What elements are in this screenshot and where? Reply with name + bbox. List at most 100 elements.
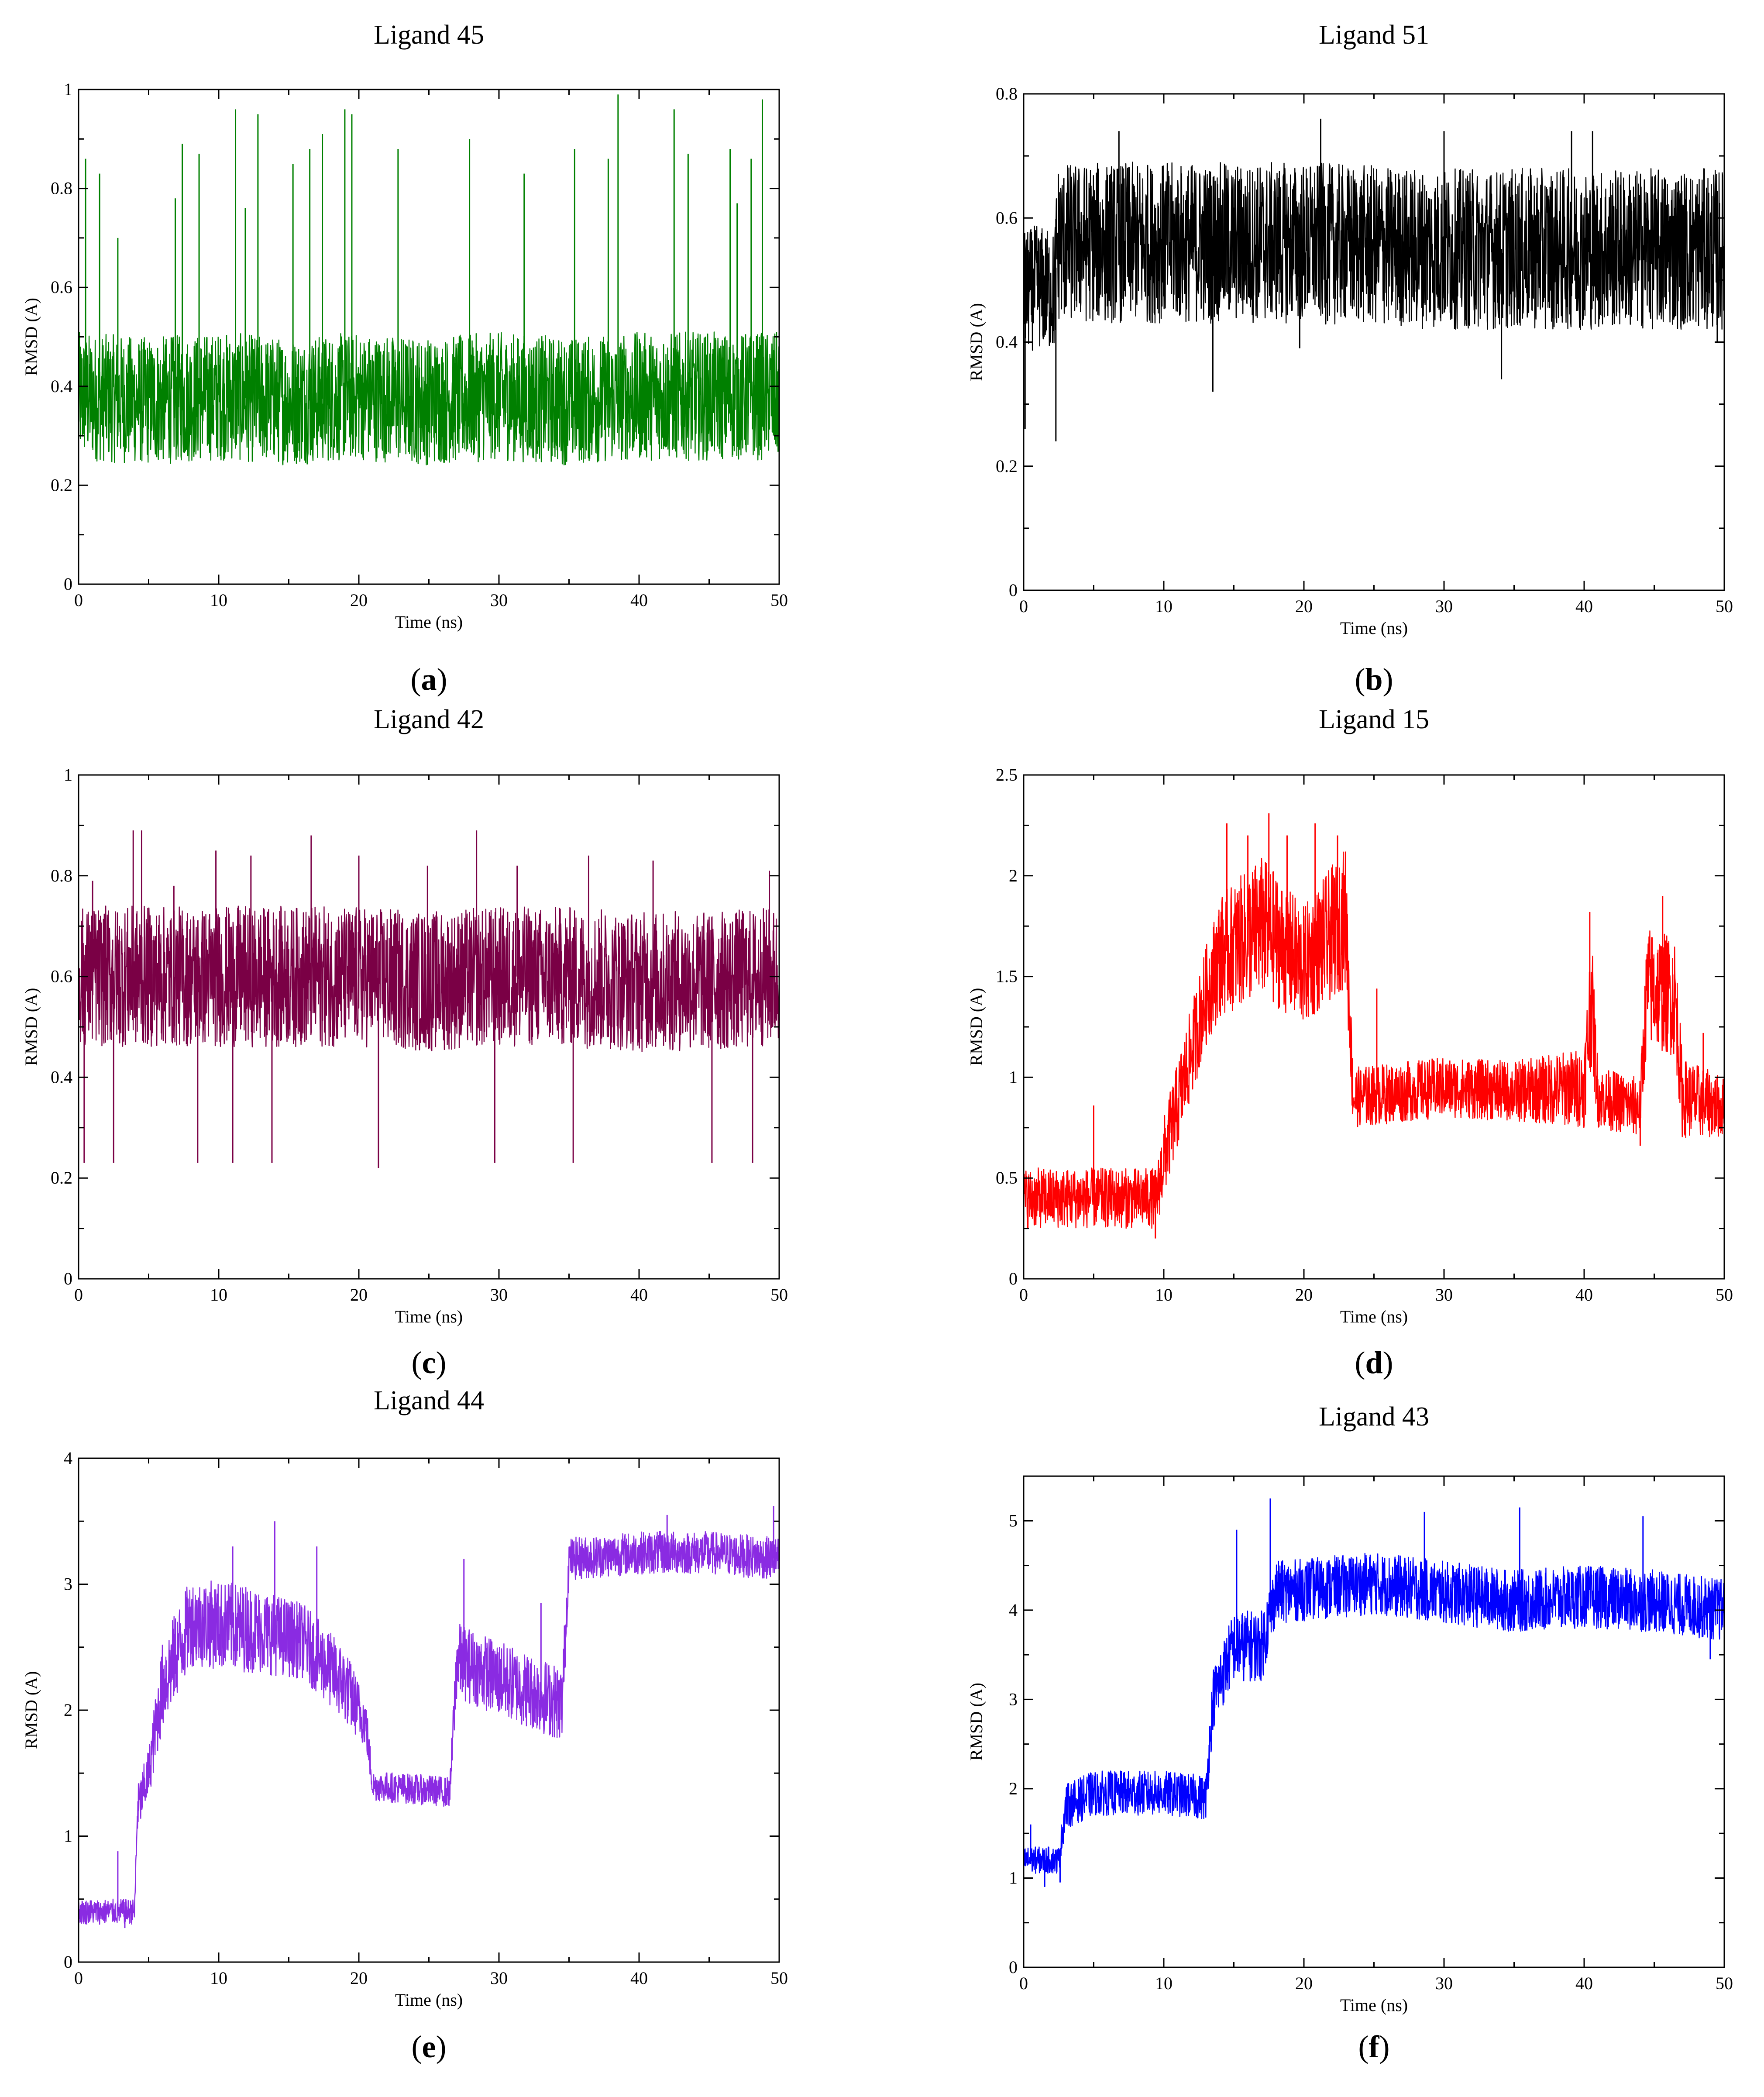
rmsd-trace bbox=[78, 905, 780, 1052]
panel-caption-letter: e bbox=[422, 2029, 436, 2064]
x-axis-label: Time (ns) bbox=[1340, 1995, 1408, 2015]
x-tick-label: 30 bbox=[490, 1285, 508, 1305]
x-tick-label: 20 bbox=[350, 590, 368, 610]
y-tick-label: 0.2 bbox=[996, 456, 1018, 476]
panel-caption-letter: a bbox=[421, 662, 437, 697]
y-tick-label: 0 bbox=[1009, 1957, 1018, 1977]
x-tick-label: 40 bbox=[630, 1968, 648, 1988]
x-tick-label: 0 bbox=[1019, 596, 1028, 616]
x-tick-label: 50 bbox=[1716, 1973, 1733, 1993]
y-tick-label: 0.5 bbox=[996, 1168, 1018, 1188]
x-axis-label: Time (ns) bbox=[395, 612, 463, 632]
y-tick-label: 1 bbox=[64, 1826, 72, 1846]
y-tick-label: 1 bbox=[1009, 1067, 1018, 1087]
x-axis-label: Time (ns) bbox=[1340, 618, 1408, 638]
x-tick-label: 50 bbox=[770, 1285, 788, 1305]
x-tick-label: 50 bbox=[770, 1968, 788, 1988]
y-tick-label: 1 bbox=[64, 765, 72, 785]
y-axis-label: RMSD (A) bbox=[21, 298, 41, 376]
x-tick-label: 20 bbox=[1295, 596, 1313, 616]
y-tick-label: 0 bbox=[64, 1269, 72, 1288]
x-tick-label: 30 bbox=[1435, 1973, 1453, 1993]
y-tick-label: 2.5 bbox=[996, 765, 1018, 785]
y-axis-label: RMSD (A) bbox=[966, 1683, 986, 1761]
y-tick-label: 3 bbox=[64, 1574, 72, 1594]
y-tick-label: 0.8 bbox=[51, 179, 72, 198]
y-tick-label: 0 bbox=[64, 574, 72, 594]
x-tick-label: 50 bbox=[1716, 1285, 1733, 1305]
chart-title: Ligand 42 bbox=[374, 705, 484, 734]
chart-panel-a: Ligand 45 0 10 20 30 40 50 0 0.2 0.4 0.6 0.8 1 Time (… bbox=[21, 20, 788, 697]
y-tick-label: 2 bbox=[1009, 866, 1018, 885]
x-tick-label: 10 bbox=[1155, 596, 1173, 616]
chart-title: Ligand 44 bbox=[374, 1386, 484, 1415]
y-axis-label: RMSD (A) bbox=[21, 1671, 41, 1749]
panel-caption-letter: d bbox=[1365, 1345, 1382, 1380]
y-axis-label: RMSD (A) bbox=[966, 303, 986, 381]
y-tick-label: 0 bbox=[1009, 1269, 1018, 1288]
y-tick-label: 0.6 bbox=[996, 208, 1018, 227]
x-tick-label: 30 bbox=[490, 590, 508, 610]
x-tick-label: 30 bbox=[1435, 1285, 1453, 1305]
x-tick-label: 10 bbox=[1155, 1973, 1173, 1993]
y-tick-label: 0.2 bbox=[51, 475, 72, 495]
x-tick-label: 10 bbox=[210, 1285, 227, 1305]
y-tick-label: 0.6 bbox=[51, 967, 72, 986]
rmsd-trace bbox=[78, 331, 780, 466]
x-axis-label: Time (ns) bbox=[395, 1990, 463, 2010]
y-tick-label: 3 bbox=[1009, 1689, 1018, 1709]
rmsd-trace bbox=[1023, 162, 1725, 351]
y-axis-label: RMSD (A) bbox=[966, 988, 986, 1066]
x-tick-label: 10 bbox=[210, 590, 227, 610]
x-tick-label: 20 bbox=[350, 1285, 368, 1305]
y-tick-label: 1 bbox=[1009, 1868, 1018, 1887]
y-tick-label: 4 bbox=[1009, 1600, 1018, 1620]
x-tick-label: 0 bbox=[74, 1968, 83, 1988]
y-tick-label: 0.8 bbox=[996, 84, 1018, 103]
x-tick-label: 40 bbox=[630, 1285, 648, 1305]
panel-caption: (f) bbox=[1358, 2029, 1390, 2064]
y-tick-label: 0.8 bbox=[51, 866, 72, 885]
y-tick-label: 0.4 bbox=[996, 332, 1018, 352]
chart-title: Ligand 51 bbox=[1319, 20, 1429, 50]
x-tick-label: 20 bbox=[1295, 1285, 1313, 1305]
x-tick-label: 40 bbox=[1575, 1973, 1593, 1993]
chart-panel-b: Ligand 51 0 10 20 30 40 50 0 0.2 0.4 0.6 0.8 Time (n… bbox=[966, 20, 1733, 697]
panel-caption: (b) bbox=[1355, 662, 1393, 697]
x-tick-label: 0 bbox=[1019, 1973, 1028, 1993]
y-tick-label: 1 bbox=[64, 79, 72, 99]
x-tick-label: 20 bbox=[350, 1968, 368, 1988]
x-tick-label: 0 bbox=[1019, 1285, 1028, 1305]
y-tick-label: 0.2 bbox=[51, 1168, 72, 1188]
y-tick-label: 0.6 bbox=[51, 277, 72, 297]
x-tick-label: 10 bbox=[210, 1968, 227, 1988]
y-tick-label: 2 bbox=[64, 1700, 72, 1720]
x-tick-label: 20 bbox=[1295, 1973, 1313, 1993]
rmsd-trace bbox=[78, 1531, 780, 1925]
y-tick-label: 1.5 bbox=[996, 967, 1018, 986]
x-tick-label: 30 bbox=[490, 1968, 508, 1988]
x-tick-label: 30 bbox=[1435, 596, 1453, 616]
x-tick-label: 40 bbox=[1575, 596, 1593, 616]
x-tick-label: 0 bbox=[74, 1285, 83, 1305]
chart-panel-f: Ligand 43 0 10 20 30 40 50 0 1 2 3 4 5 Time (ns) RMSD … bbox=[966, 1402, 1733, 2064]
panel-caption: (c) bbox=[412, 1345, 447, 1380]
y-axis-label: RMSD (A) bbox=[21, 988, 41, 1066]
x-tick-label: 0 bbox=[74, 590, 83, 610]
y-tick-label: 5 bbox=[1009, 1511, 1018, 1530]
y-tick-label: 0.4 bbox=[51, 376, 72, 396]
panel-caption: (e) bbox=[412, 2029, 447, 2064]
chart-panel-d: Ligand 15 0 10 20 30 40 50 0 0.5 1 1.5 2 2.5 Time (ns… bbox=[966, 705, 1733, 1380]
y-tick-label: 0 bbox=[64, 1952, 72, 1972]
panel-caption: (a) bbox=[411, 662, 447, 697]
y-tick-label: 2 bbox=[1009, 1779, 1018, 1798]
rmsd-trace bbox=[1023, 1553, 1725, 1874]
panel-caption-letter: f bbox=[1369, 2029, 1380, 2064]
y-tick-label: 0.4 bbox=[51, 1067, 72, 1087]
x-tick-label: 50 bbox=[770, 590, 788, 610]
chart-panel-e: Ligand 44 0 10 20 30 40 50 0 1 2 3 4 Time (ns) RMSD (… bbox=[21, 1386, 788, 2064]
x-tick-label: 40 bbox=[630, 590, 648, 610]
